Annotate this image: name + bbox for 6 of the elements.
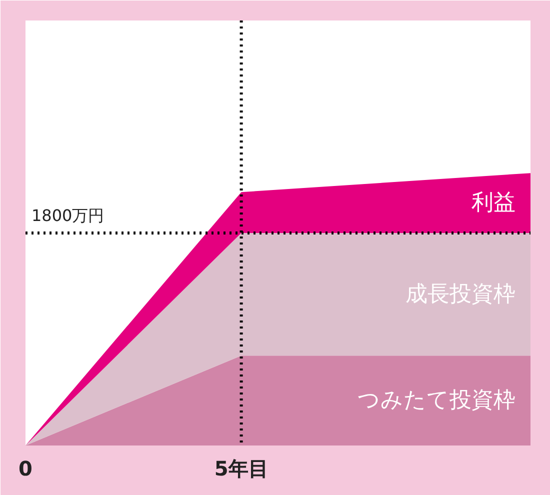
series-label: 利益 — [471, 190, 516, 216]
series-label: 成長投資枠 — [405, 282, 516, 307]
x-tick-label: 5年目 — [214, 456, 268, 480]
ref-line-label: 1800万円 — [32, 206, 104, 225]
x-tick-label: 0 — [18, 456, 32, 480]
series-label: つみたて投資枠 — [357, 388, 516, 414]
